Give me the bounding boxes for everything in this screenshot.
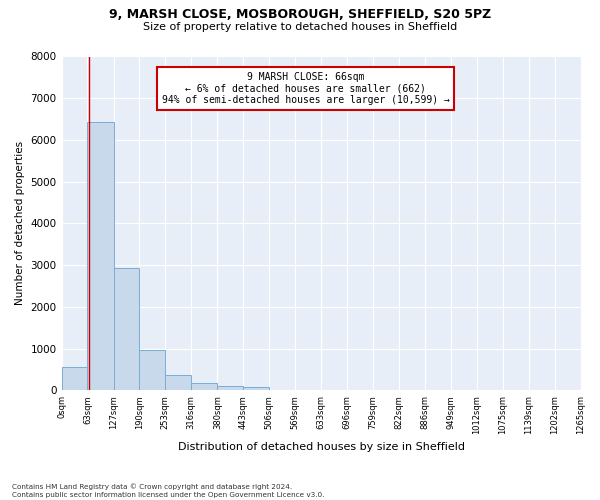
Text: 9, MARSH CLOSE, MOSBOROUGH, SHEFFIELD, S20 5PZ: 9, MARSH CLOSE, MOSBOROUGH, SHEFFIELD, S… [109,8,491,20]
Bar [113,268,139,390]
Bar [243,387,269,390]
Bar [62,367,88,390]
Bar [217,386,243,390]
Bar [139,350,166,391]
X-axis label: Distribution of detached houses by size in Sheffield: Distribution of detached houses by size … [178,442,464,452]
Text: 9 MARSH CLOSE: 66sqm
← 6% of detached houses are smaller (662)
94% of semi-detac: 9 MARSH CLOSE: 66sqm ← 6% of detached ho… [161,72,449,104]
Bar [166,375,191,390]
Bar [191,383,217,390]
Bar [88,122,113,390]
Y-axis label: Number of detached properties: Number of detached properties [15,142,25,306]
Text: Size of property relative to detached houses in Sheffield: Size of property relative to detached ho… [143,22,457,32]
Text: Contains HM Land Registry data © Crown copyright and database right 2024.
Contai: Contains HM Land Registry data © Crown c… [12,484,325,498]
